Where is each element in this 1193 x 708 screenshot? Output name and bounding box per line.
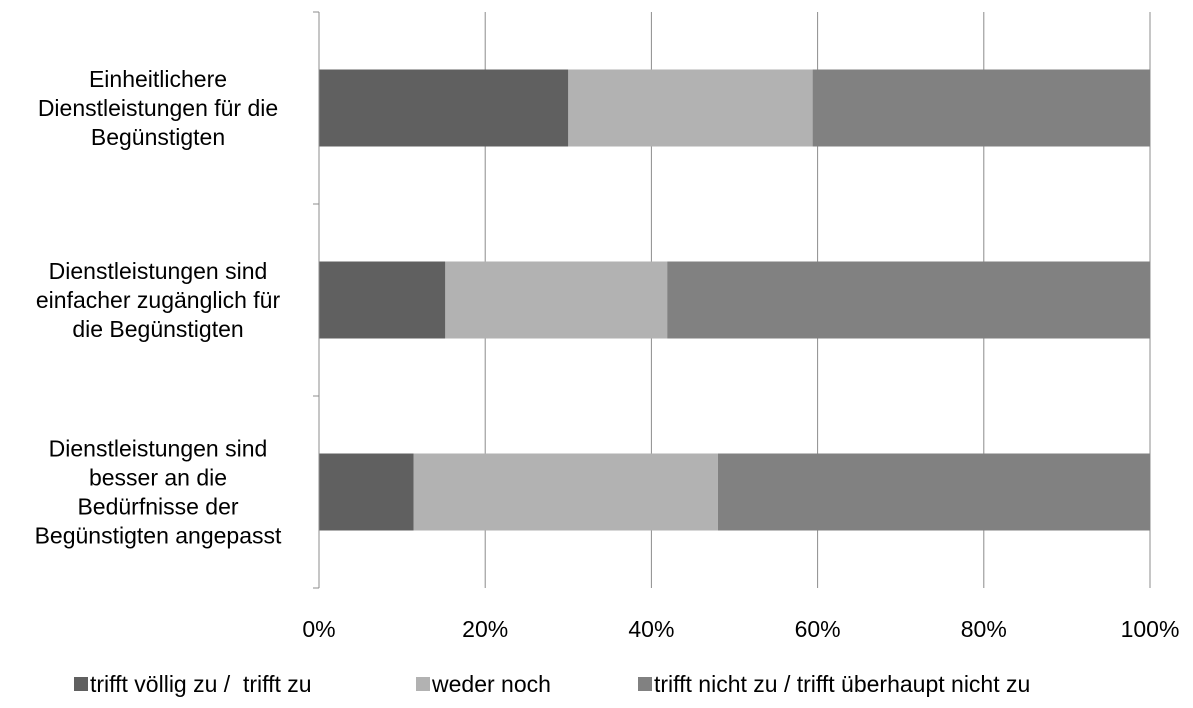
bar-segment bbox=[568, 69, 813, 147]
axes bbox=[313, 11, 320, 589]
legend-swatch bbox=[416, 677, 430, 691]
category-label: Einheitlichere Dienstleistungen für die Be… bbox=[38, 66, 278, 150]
x-tick-label: 20% bbox=[462, 616, 508, 642]
x-tick-label: 40% bbox=[628, 616, 674, 642]
bar-segment bbox=[667, 261, 1150, 339]
bar-segment bbox=[717, 453, 1150, 531]
x-tick-label: 80% bbox=[961, 616, 1007, 642]
bar-segment bbox=[319, 453, 414, 531]
legend-swatch bbox=[638, 677, 652, 691]
legend-label: weder noch bbox=[431, 671, 551, 697]
legend: trifft völlig zu / trifft zu weder noch tr… bbox=[74, 671, 1030, 697]
x-tick-label: 60% bbox=[795, 616, 841, 642]
bar-segment bbox=[812, 69, 1150, 147]
x-tick-labels: 0% 20% 40% 60% 80% 100% bbox=[302, 616, 1179, 642]
bars bbox=[319, 69, 1150, 531]
bar-segment bbox=[319, 69, 569, 147]
legend-label: trifft nicht zu / trifft überhaupt nicht… bbox=[654, 671, 1030, 697]
x-tick-label: 100% bbox=[1121, 616, 1180, 642]
bar-segment bbox=[445, 261, 668, 339]
category-label: Dienstleistungen sind einfacher zugänglic… bbox=[36, 258, 281, 342]
x-tick-label: 0% bbox=[302, 616, 335, 642]
category-labels: Einheitlichere Dienstleistungen für die Be… bbox=[35, 66, 282, 549]
bar-segment bbox=[319, 261, 446, 339]
legend-swatch bbox=[74, 677, 88, 691]
category-label: Dienstleistungen sind besser an die Bedürf… bbox=[35, 436, 282, 549]
legend-label: trifft völlig zu / trifft zu bbox=[90, 671, 312, 697]
bar-segment bbox=[413, 453, 718, 531]
